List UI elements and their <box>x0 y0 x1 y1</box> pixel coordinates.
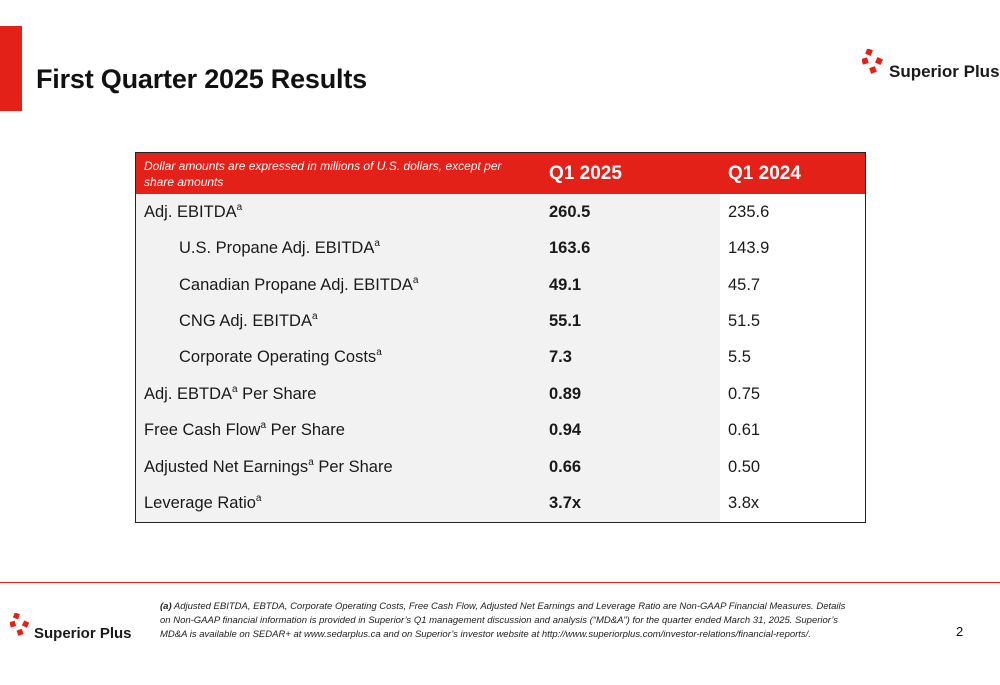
brand-logo-bottom: Superior Plus <box>10 607 132 642</box>
value-current: 0.66 <box>541 449 720 486</box>
value-prior: 3.8x <box>720 485 866 523</box>
footnote-marker-label: (a) <box>160 601 172 612</box>
value-current: 49.1 <box>541 266 720 304</box>
row-label: U.S. Propane Adj. EBITDAa <box>135 230 541 267</box>
table-row: Adjusted Net Earningsa Per Share 0.66 0.… <box>135 449 866 486</box>
value-prior: 0.75 <box>720 376 866 413</box>
row-label: CNG Adj. EBITDAa <box>135 303 541 340</box>
row-label: Leverage Ratioa <box>135 485 541 523</box>
table-row: Adj. EBITDAa 260.5 235.6 <box>135 194 866 231</box>
currency-note: Dollar amounts are expressed in millions… <box>135 152 541 194</box>
row-label: Adj. EBTDAa Per Share <box>135 376 541 413</box>
column-header-prior: Q1 2024 <box>720 152 866 194</box>
row-label: Adj. EBITDAa <box>135 194 541 231</box>
value-current: 3.7x <box>541 485 720 523</box>
brand-name: Superior Plus <box>889 62 1000 81</box>
table-row: Corporate Operating Costsa 7.3 5.5 <box>135 339 866 377</box>
value-prior: 143.9 <box>720 230 866 267</box>
footnote-marker: a <box>374 238 380 250</box>
table-header-row: Dollar amounts are expressed in millions… <box>135 152 866 194</box>
footnote-marker: a <box>236 201 243 213</box>
footnote-marker: a <box>232 383 238 395</box>
results-table: Dollar amounts are expressed in millions… <box>135 152 866 523</box>
table-row: CNG Adj. EBITDAa 55.1 51.5 <box>135 303 866 340</box>
value-current: 7.3 <box>541 339 720 377</box>
value-current: 163.6 <box>541 230 720 267</box>
value-prior: 45.7 <box>720 266 866 304</box>
footer-divider <box>0 582 1000 583</box>
table-row: Adj. EBTDAa Per Share 0.89 0.75 <box>135 376 866 413</box>
value-prior: 0.50 <box>720 449 866 486</box>
row-label: Corporate Operating Costsa <box>135 339 541 377</box>
footnote-text: Adjusted EBITDA, EBTDA, Corporate Operat… <box>160 601 846 640</box>
table-row: Free Cash Flowa Per Share 0.94 0.61 <box>135 412 866 450</box>
value-prior: 5.5 <box>720 339 866 377</box>
page-number: 2 <box>956 624 964 639</box>
row-label: Adjusted Net Earningsa Per Share <box>135 449 541 486</box>
table-row: Leverage Ratioa 3.7x 3.8x <box>135 485 866 523</box>
column-header-current: Q1 2025 <box>541 152 720 194</box>
footnote-marker: a <box>311 311 318 323</box>
footnote-marker: a <box>376 347 382 359</box>
table-row: U.S. Propane Adj. EBITDAa 163.6 143.9 <box>135 230 866 267</box>
value-prior: 51.5 <box>720 303 866 340</box>
table-row: Canadian Propane Adj. EBITDAa 49.1 45.7 <box>135 266 866 304</box>
footnote: (a) Adjusted EBITDA, EBTDA, Corporate Op… <box>160 600 850 642</box>
footnote-marker: a <box>260 420 267 432</box>
brand-logo-top: Superior Plus <box>862 42 1000 82</box>
value-current: 260.5 <box>541 194 720 231</box>
title-accent-bar <box>0 26 22 111</box>
value-current: 0.89 <box>541 376 720 413</box>
page-title: First Quarter 2025 Results <box>36 64 367 94</box>
footnote-marker: a <box>255 493 262 505</box>
row-label: Canadian Propane Adj. EBITDAa <box>135 266 541 304</box>
row-label: Free Cash Flowa Per Share <box>135 412 541 450</box>
brand-mark-icon <box>862 49 883 74</box>
value-current: 0.94 <box>541 412 720 450</box>
value-prior: 235.6 <box>720 194 866 231</box>
brand-mark-icon <box>10 612 30 636</box>
value-prior: 0.61 <box>720 412 866 450</box>
footnote-marker: a <box>412 274 419 286</box>
footnote-marker: a <box>308 456 314 468</box>
value-current: 55.1 <box>541 303 720 340</box>
brand-name: Superior Plus <box>34 625 132 642</box>
